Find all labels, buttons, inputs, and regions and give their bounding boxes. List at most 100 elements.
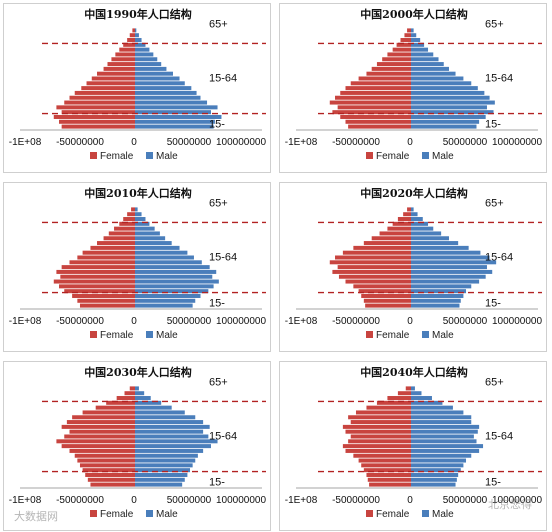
male-bar — [135, 250, 188, 255]
male-bar — [411, 429, 478, 434]
female-bar — [69, 260, 135, 265]
male-bar — [135, 100, 208, 105]
female-bar — [361, 463, 411, 468]
female-bar — [81, 86, 135, 91]
age-band-label: 15- — [209, 477, 225, 489]
female-bar — [103, 236, 135, 241]
male-bar — [135, 269, 217, 274]
male-bar — [135, 114, 222, 119]
male-bar — [135, 303, 193, 308]
legend-swatch-male — [146, 331, 153, 338]
male-bar — [411, 119, 480, 124]
male-bar — [411, 269, 493, 274]
legend-label-female: Female — [376, 151, 410, 162]
male-bar — [411, 114, 486, 119]
male-bar — [135, 439, 218, 444]
male-bar — [135, 386, 139, 391]
male-bar — [135, 293, 201, 298]
male-bar — [135, 119, 215, 124]
female-bar — [115, 52, 135, 57]
female-bar — [407, 28, 411, 33]
x-tick-label: -50000000 — [56, 137, 104, 148]
female-bar — [371, 236, 411, 241]
male-bar — [411, 410, 464, 415]
age-band-label: 15-64 — [485, 72, 513, 84]
female-bar — [335, 95, 411, 100]
x-tick-label: 100000000 — [492, 137, 542, 148]
male-bar — [411, 405, 453, 410]
male-bar — [411, 207, 414, 212]
male-bar — [135, 448, 204, 453]
female-bar — [379, 231, 411, 236]
male-bar — [411, 477, 457, 482]
male-bar — [411, 415, 472, 420]
male-bar — [135, 396, 151, 401]
male-bar — [411, 386, 415, 391]
female-bar — [119, 47, 135, 52]
pyramid-panel: 中国2000年人口结构 65+ 15-64 15- -1E+08 -50000000 0 50… — [279, 3, 547, 173]
female-bar — [366, 71, 411, 76]
female-bar — [348, 439, 411, 444]
chart-title: 中国2020年人口结构 — [360, 186, 468, 200]
female-bar — [106, 400, 135, 405]
pyramid-panel: 中国2030年人口结构 65+ 15-64 15- -1E+08 -50000000 0 50… — [3, 361, 271, 531]
male-bar — [135, 444, 211, 449]
female-bar — [348, 124, 411, 129]
male-bar — [135, 405, 172, 410]
legend-label-male: Male — [156, 509, 178, 520]
female-bar — [85, 472, 135, 477]
female-bar — [387, 396, 411, 401]
female-bar — [348, 415, 411, 420]
female-bar — [403, 212, 411, 217]
male-bar — [135, 226, 155, 231]
x-tick-label: -50000000 — [332, 137, 380, 148]
male-bar — [411, 420, 472, 425]
female-bar — [345, 448, 411, 453]
male-bar — [411, 66, 449, 71]
male-bar — [135, 217, 146, 222]
male-bar — [135, 221, 150, 226]
male-bar — [135, 76, 180, 81]
age-band-label: 15- — [209, 298, 225, 310]
male-bar — [411, 463, 464, 468]
female-bar — [61, 124, 135, 129]
chart-title: 中国2030年人口结构 — [84, 365, 192, 379]
male-bar — [135, 231, 160, 236]
female-bar — [371, 66, 411, 71]
age-band-label: 15-64 — [209, 72, 237, 84]
legend-swatch-female — [366, 510, 373, 517]
male-bar — [135, 207, 138, 212]
female-bar — [77, 298, 135, 303]
male-bar — [411, 468, 461, 473]
x-tick-label: -1E+08 — [285, 316, 318, 327]
female-bar — [376, 62, 411, 67]
male-bar — [411, 472, 459, 477]
female-bar — [114, 226, 135, 231]
male-bar — [411, 110, 494, 115]
male-bar — [411, 458, 467, 463]
female-bar — [367, 477, 411, 482]
legend-label-female: Female — [376, 509, 410, 520]
female-bar — [127, 212, 135, 217]
male-bar — [135, 62, 162, 67]
female-bar — [404, 33, 411, 38]
x-tick-label: 100000000 — [492, 495, 542, 506]
pyramid-chart: 中国2020年人口结构 65+ 15-64 15- -1E+08 -50000000 0 50… — [285, 186, 543, 341]
x-tick-label: 0 — [407, 316, 413, 327]
male-bar — [411, 400, 443, 405]
male-bar — [411, 95, 490, 100]
female-bar — [342, 250, 411, 255]
male-bar — [411, 81, 472, 86]
female-bar — [392, 47, 411, 52]
male-bar — [135, 255, 194, 260]
female-bar — [392, 221, 411, 226]
male-bar — [135, 274, 213, 279]
female-bar — [86, 81, 135, 86]
pyramid-panel: 中国2010年人口结构 65+ 15-64 15- -1E+08 -50000000 0 50… — [3, 182, 271, 352]
legend-swatch-male — [422, 152, 429, 159]
age-band-label: 15-64 — [485, 430, 513, 442]
female-bar — [363, 241, 411, 246]
male-bar — [135, 410, 185, 415]
x-tick-label: 50000000 — [443, 495, 488, 506]
